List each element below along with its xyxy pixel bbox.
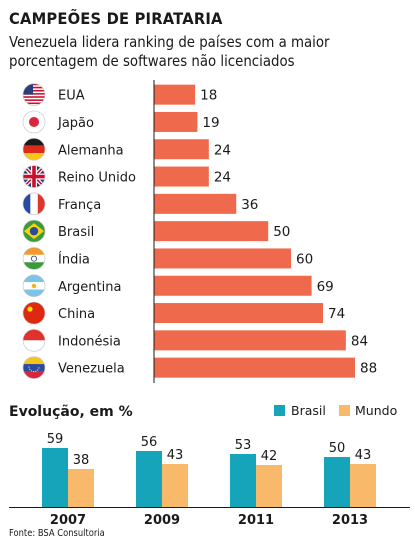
year-label-2009: 2009 xyxy=(144,513,180,528)
ranking-value-eua: 18 xyxy=(200,88,217,104)
ranking-bar-china xyxy=(154,303,324,324)
country-label-franca: França xyxy=(58,198,101,213)
evolution-bar-mundo-2007 xyxy=(68,469,94,507)
evolution-bar-mundo-2013 xyxy=(350,464,376,507)
flag-argentina-icon xyxy=(22,274,46,298)
flag-brazil-icon xyxy=(22,219,46,243)
flag-japan-icon xyxy=(22,110,46,134)
evolution-value-brasil-2007: 59 xyxy=(47,432,64,447)
country-label-argentina: Argentina xyxy=(58,280,121,295)
evolution-chart: Evolução, em % Brasil Mundo 59 38 2007 56 43… xyxy=(9,403,410,528)
legend-label-brasil: Brasil xyxy=(291,403,326,418)
flag-indonesia-icon xyxy=(22,329,46,352)
ranking-bar-alemanha xyxy=(154,139,209,160)
evolution-title: Evolução, em % xyxy=(9,404,133,420)
evolution-value-brasil-2013: 50 xyxy=(329,441,346,456)
year-label-2011: 2011 xyxy=(238,513,274,528)
ranking-value-japao: 19 xyxy=(202,115,219,131)
ranking-value-alemanha: 24 xyxy=(214,142,231,158)
country-label-china: China xyxy=(58,307,95,322)
country-label-japao: Japão xyxy=(57,116,94,131)
flag-france-icon xyxy=(22,192,46,216)
evolution-bar-brasil-2009 xyxy=(136,451,162,507)
evolution-value-mundo-2011: 42 xyxy=(261,449,278,464)
country-label-alemanha: Alemanha xyxy=(58,143,124,158)
ranking-bar-eua xyxy=(154,84,196,105)
country-label-venezuela: Venezuela xyxy=(58,362,125,377)
year-label-2013: 2013 xyxy=(332,513,368,528)
ranking-bar-franca xyxy=(154,193,237,214)
evolution-value-mundo-2013: 43 xyxy=(355,448,372,463)
country-label-indonesia: Indonésia xyxy=(58,334,121,349)
evolution-bar-mundo-2011 xyxy=(256,465,282,507)
evolution-bar-brasil-2011 xyxy=(230,454,256,507)
flag-india-icon xyxy=(22,247,46,270)
ranking-value-indonesia: 84 xyxy=(351,333,368,349)
flag-germany-icon xyxy=(22,137,46,161)
evolution-bar-mundo-2009 xyxy=(162,464,188,507)
evolution-value-brasil-2009: 56 xyxy=(141,435,158,450)
ranking-value-reino-unido: 24 xyxy=(214,170,231,186)
legend-swatch-mundo xyxy=(339,405,350,416)
ranking-bar-brasil xyxy=(154,221,269,242)
ranking-value-brasil: 50 xyxy=(273,224,290,240)
flag-china-icon xyxy=(22,301,46,325)
ranking-value-china: 74 xyxy=(328,306,345,322)
flag-venezuela-icon xyxy=(22,356,46,379)
evolution-bar-brasil-2013 xyxy=(324,457,350,507)
ranking-bar-reino-unido xyxy=(154,166,209,187)
year-label-2007: 2007 xyxy=(50,513,86,528)
evolution-value-mundo-2009: 43 xyxy=(167,448,184,463)
evolution-value-mundo-2007: 38 xyxy=(73,453,90,468)
ranking-value-venezuela: 88 xyxy=(360,361,377,377)
ranking-value-argentina: 69 xyxy=(317,279,334,295)
country-label-brasil: Brasil xyxy=(58,225,94,240)
chart-title: CAMPEÕES DE PIRATARIA xyxy=(9,9,223,28)
evolution-value-brasil-2011: 53 xyxy=(235,438,252,453)
ranking-bar-venezuela xyxy=(154,357,355,378)
country-label-india: Índia xyxy=(58,251,90,267)
flag-usa-icon xyxy=(22,83,46,107)
ranking-value-franca: 36 xyxy=(241,197,258,213)
ranking-bar-india xyxy=(154,248,292,269)
ranking-value-india: 60 xyxy=(296,251,313,267)
flag-uk-icon xyxy=(22,165,46,188)
ranking-bar-indonesia xyxy=(154,330,346,351)
chart-subtitle: Venezuela lidera ranking de países com a… xyxy=(9,33,330,70)
ranking-chart: EUA 18 Japão 19 Alemanha 24 Reino Unido 24 Franç… xyxy=(22,80,377,383)
ranking-bar-argentina xyxy=(154,275,312,296)
legend-swatch-brasil xyxy=(274,405,285,416)
legend-label-mundo: Mundo xyxy=(355,403,397,418)
country-label-eua: EUA xyxy=(58,89,85,104)
source-note: Fonte: BSA Consultoria xyxy=(9,528,105,539)
evolution-bar-brasil-2007 xyxy=(42,448,68,507)
country-label-reino-unido: Reino Unido xyxy=(58,171,136,186)
ranking-bar-japao xyxy=(154,111,198,132)
